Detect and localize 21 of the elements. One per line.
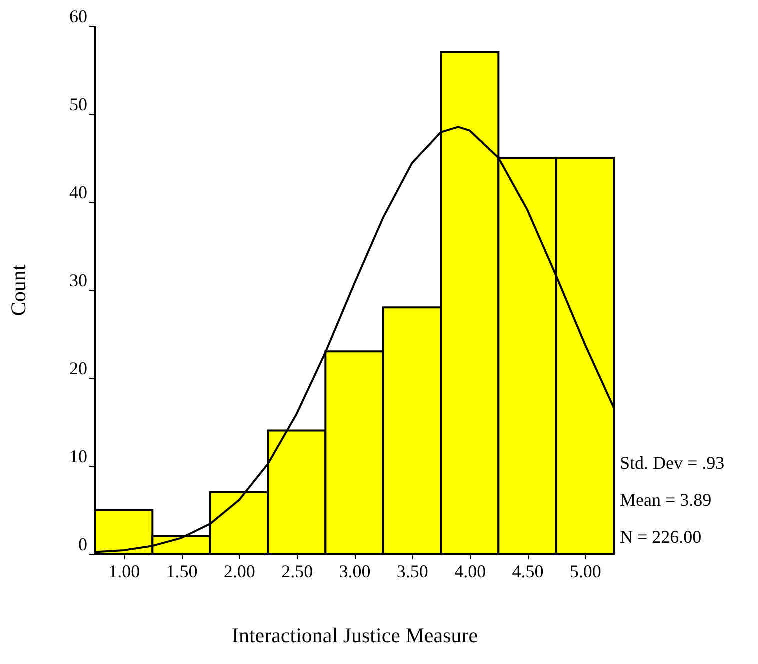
x-tick-label: 1.50 bbox=[166, 562, 198, 582]
x-tick-label: 4.50 bbox=[512, 562, 544, 582]
text: N = 226.00 bbox=[620, 527, 702, 547]
y-tick-label: 0 bbox=[78, 534, 88, 554]
x-tick-label: 2.50 bbox=[282, 562, 314, 582]
y-tick-label: 40 bbox=[70, 182, 88, 202]
x-axis-title: Interactional Justice Measure bbox=[232, 624, 478, 648]
y-tick-label: 20 bbox=[70, 358, 88, 378]
y-tick-label: 10 bbox=[70, 446, 88, 466]
x-tick-label: 3.00 bbox=[339, 562, 371, 582]
text: Std. Dev = .93 bbox=[620, 453, 725, 473]
y-tick-label: 60 bbox=[70, 6, 88, 26]
y-tick-label: 30 bbox=[70, 270, 88, 290]
y-axis-title: Count bbox=[6, 264, 30, 316]
x-tick-label: 3.50 bbox=[396, 562, 428, 582]
text: Mean = 3.89 bbox=[620, 490, 712, 510]
x-tick-label: 4.00 bbox=[454, 562, 486, 582]
y-tick-label: 50 bbox=[70, 94, 88, 114]
x-tick-label: 1.00 bbox=[108, 562, 140, 582]
x-tick-label: 5.00 bbox=[570, 562, 602, 582]
x-tick-label: 2.00 bbox=[224, 562, 256, 582]
